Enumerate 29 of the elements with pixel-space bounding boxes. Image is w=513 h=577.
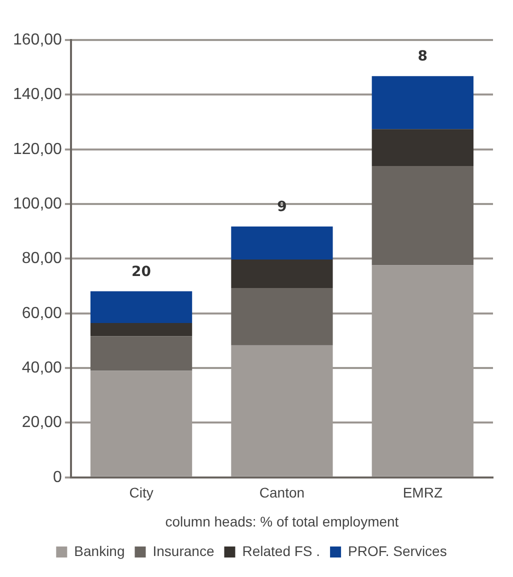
bar [90, 291, 192, 323]
annotation: 8 [418, 48, 428, 65]
y-tick-label: 100,00 [13, 195, 62, 212]
y-tick-label: 80,00 [22, 250, 62, 268]
bar [231, 260, 333, 288]
legend-label: Related FS . [242, 542, 320, 559]
bar [372, 129, 474, 166]
annotation: 9 [277, 199, 287, 216]
y-tick-label: 20,00 [22, 414, 62, 432]
y-tick-label: 120,00 [13, 140, 62, 158]
y-tick-label: 40,00 [22, 359, 62, 376]
x-tick-label: Canton [259, 484, 305, 501]
bar [90, 322, 192, 336]
x-axis-title: column heads: % of total employment [165, 513, 399, 530]
y-tick-label: 160,00 [13, 31, 62, 48]
bar [372, 76, 474, 130]
bar [372, 166, 474, 266]
bar [231, 288, 333, 346]
bar [90, 336, 192, 371]
y-tick-label: 140,00 [13, 86, 62, 104]
annotation: 20 [132, 264, 152, 280]
legend-label: Insurance [152, 542, 214, 559]
legend-label: PROF. Services [348, 542, 447, 559]
x-tick-label: EMRZ [402, 484, 443, 501]
x-tick-label: City [129, 484, 154, 501]
y-tick-label: 0 [53, 468, 62, 486]
legend-label: Banking [74, 542, 125, 559]
y-tick-label: 60,00 [22, 304, 62, 322]
bar [231, 226, 333, 260]
